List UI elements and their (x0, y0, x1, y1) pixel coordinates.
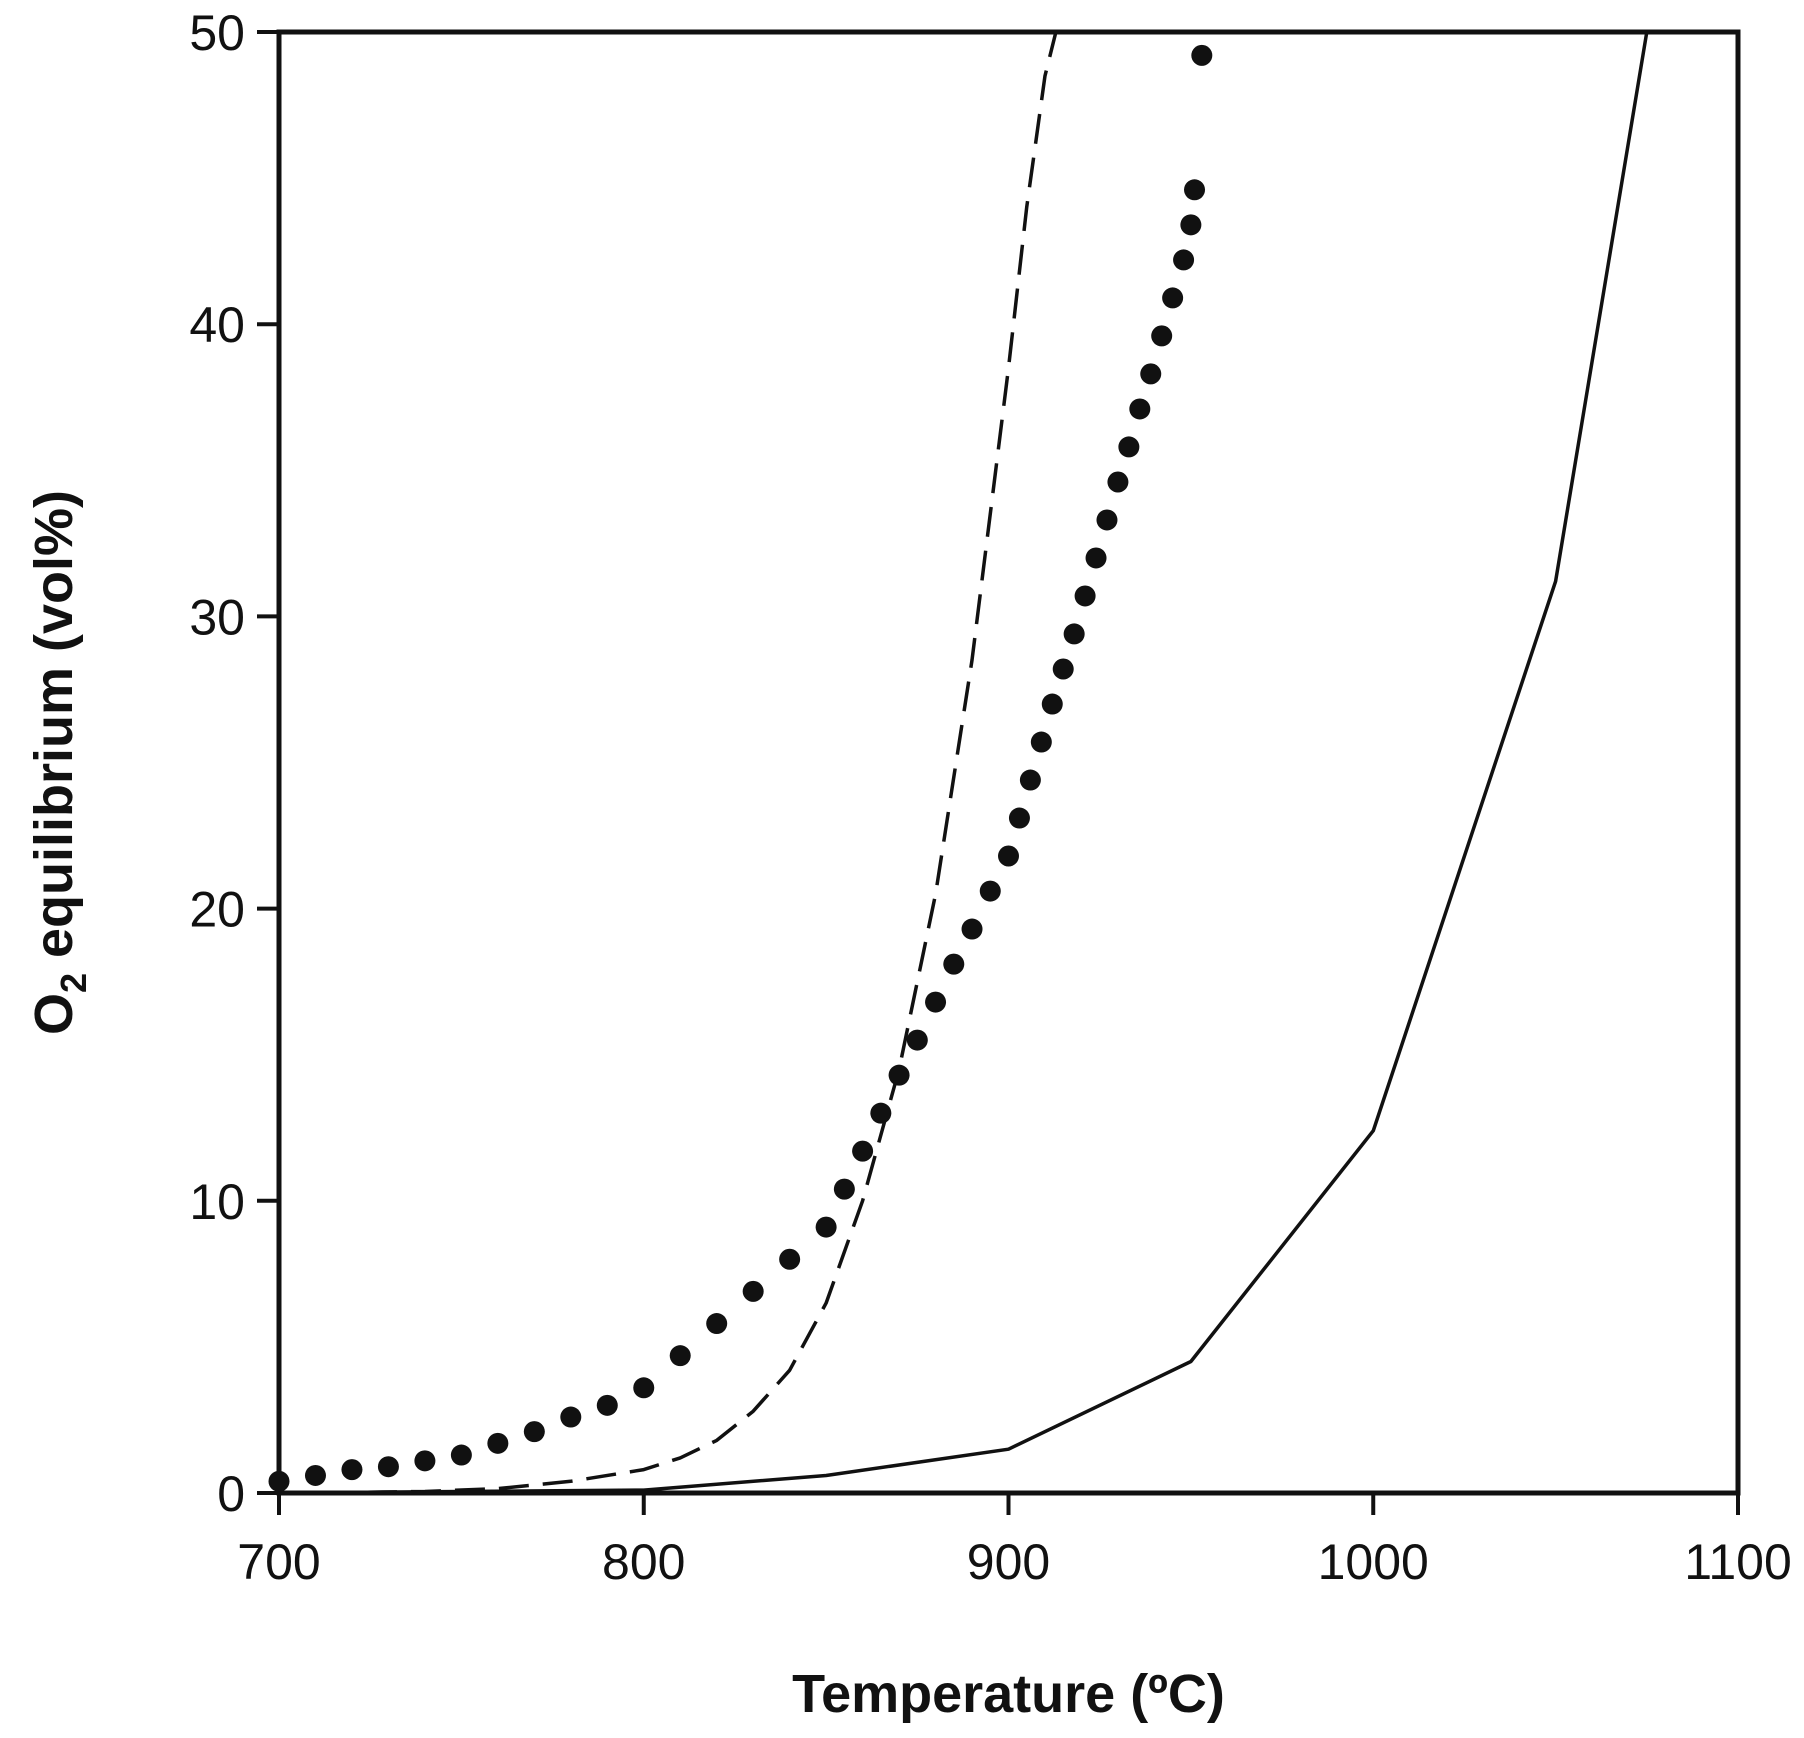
series-dotted-point (906, 1029, 928, 1051)
y-axis-title-main: O (24, 993, 84, 1035)
series-dotted-point (1191, 44, 1213, 66)
series-dotted-point (304, 1464, 326, 1486)
series-dotted-point (1180, 214, 1202, 236)
series-dotted-point (1052, 658, 1074, 680)
series-dotted-point (1107, 471, 1129, 493)
series-dotted-point (742, 1280, 764, 1302)
tick-layer: 700 800 900 1000 1100 0 10 20 30 40 50 (189, 5, 1791, 1590)
series-dotted-point (377, 1456, 399, 1478)
x-tick-label: 700 (237, 1534, 320, 1590)
series-dotted-point (1030, 731, 1052, 753)
series-dotted-point (1162, 287, 1184, 309)
series-dotted-point (852, 1140, 874, 1162)
y-tick-label: 30 (189, 589, 245, 645)
series-dotted-point (706, 1313, 728, 1335)
x-tick-label: 900 (967, 1534, 1050, 1590)
series-dotted-point (1118, 436, 1140, 458)
series-dotted-point (1063, 623, 1085, 645)
y-axis-title: O2 equilibrium (vol%) (24, 490, 94, 1035)
series-dotted-point (1008, 807, 1030, 829)
series-dotted-point (925, 991, 947, 1013)
series-dotted-point (1129, 398, 1151, 420)
series-dotted-point (341, 1459, 363, 1481)
series-dotted-point (414, 1450, 436, 1472)
series-dotted-point (1019, 769, 1041, 791)
series-dotted-point (1074, 585, 1096, 607)
series-dotted-point (1041, 693, 1063, 715)
x-tick-label: 1100 (1684, 1534, 1792, 1590)
series-dotted-point (998, 845, 1019, 867)
y-axis-title-subscript: 2 (53, 973, 94, 993)
y-tick-label: 10 (189, 1174, 245, 1230)
series-dotted-point (633, 1377, 655, 1399)
series-dotted-point (1096, 509, 1118, 531)
series-dotted-point (1173, 249, 1195, 271)
y-tick-label: 0 (217, 1466, 245, 1522)
series-dotted-point (1140, 363, 1162, 385)
series-dotted-point (779, 1248, 801, 1270)
x-axis-title: Temperature (ºC) (792, 1664, 1225, 1724)
series-dotted-point (523, 1421, 545, 1443)
series-dotted-point (560, 1406, 582, 1428)
series-dotted-point (870, 1102, 892, 1124)
series-dotted-point (943, 953, 965, 975)
series-dotted-point (1184, 179, 1206, 201)
series-dotted-point (979, 880, 1001, 902)
series-dotted-point (815, 1216, 837, 1238)
series-dotted-point (487, 1432, 509, 1454)
x-tick-label: 800 (602, 1534, 685, 1590)
series-dotted-point (1151, 325, 1173, 347)
series-dotted-point (450, 1444, 472, 1466)
series-dotted-point (833, 1178, 855, 1200)
y-tick-label: 20 (189, 882, 245, 938)
x-tick-label: 1000 (1318, 1534, 1429, 1590)
y-axis-title-rest: equilibrium (vol%) (24, 490, 84, 973)
y-tick-label: 40 (189, 297, 245, 353)
series-dashed-line (278, 31, 1058, 1495)
series-dotted-point (669, 1345, 691, 1367)
series-dotted-point (596, 1394, 618, 1416)
series-dotted-point (1085, 547, 1107, 569)
series-dotted-point (888, 1064, 910, 1086)
series-dotted-point (961, 918, 983, 940)
y-tick-label: 50 (189, 5, 245, 61)
